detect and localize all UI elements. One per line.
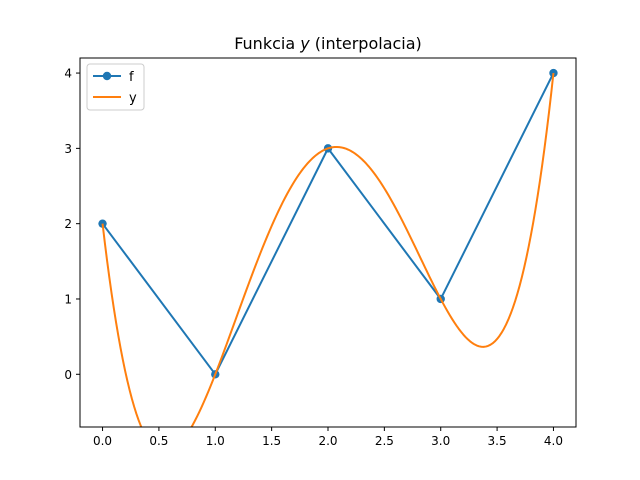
y-tick-label: 3 <box>64 142 72 156</box>
x-tick-label: 3.0 <box>431 434 450 448</box>
y-tick-label: 0 <box>64 368 72 382</box>
legend-label-f: f <box>129 70 134 85</box>
legend: fy <box>86 63 145 111</box>
x-tick-label: 2.5 <box>375 434 394 448</box>
legend-label-y: y <box>129 91 137 106</box>
plot-area <box>98 68 558 427</box>
legend-marker-f <box>102 71 112 81</box>
chart-title: Funkcia y (interpolacia) <box>234 34 422 53</box>
y-tick-label: 1 <box>64 292 72 306</box>
x-tick-label: 1.0 <box>206 434 225 448</box>
x-tick-label: 0.5 <box>149 434 168 448</box>
y-tick-label: 4 <box>64 67 72 81</box>
series-line-f <box>101 72 555 376</box>
axes-frame <box>79 57 577 428</box>
y-tick-label: 2 <box>64 217 72 231</box>
x-tick-label: 4.0 <box>544 434 563 448</box>
series-f <box>98 68 558 379</box>
x-tick-label: 2.0 <box>318 434 337 448</box>
axes: 0.0 0.5 1.0 1.5 2.0 2.5 3.0 3.5 4.0 0 1 2 3 4 <box>64 57 577 448</box>
x-tick-label: 1.5 <box>262 434 281 448</box>
x-tick-label: 3.5 <box>488 434 507 448</box>
series-line-y <box>101 72 555 427</box>
x-tick-label: 0.0 <box>93 434 112 448</box>
series-y <box>101 72 555 427</box>
